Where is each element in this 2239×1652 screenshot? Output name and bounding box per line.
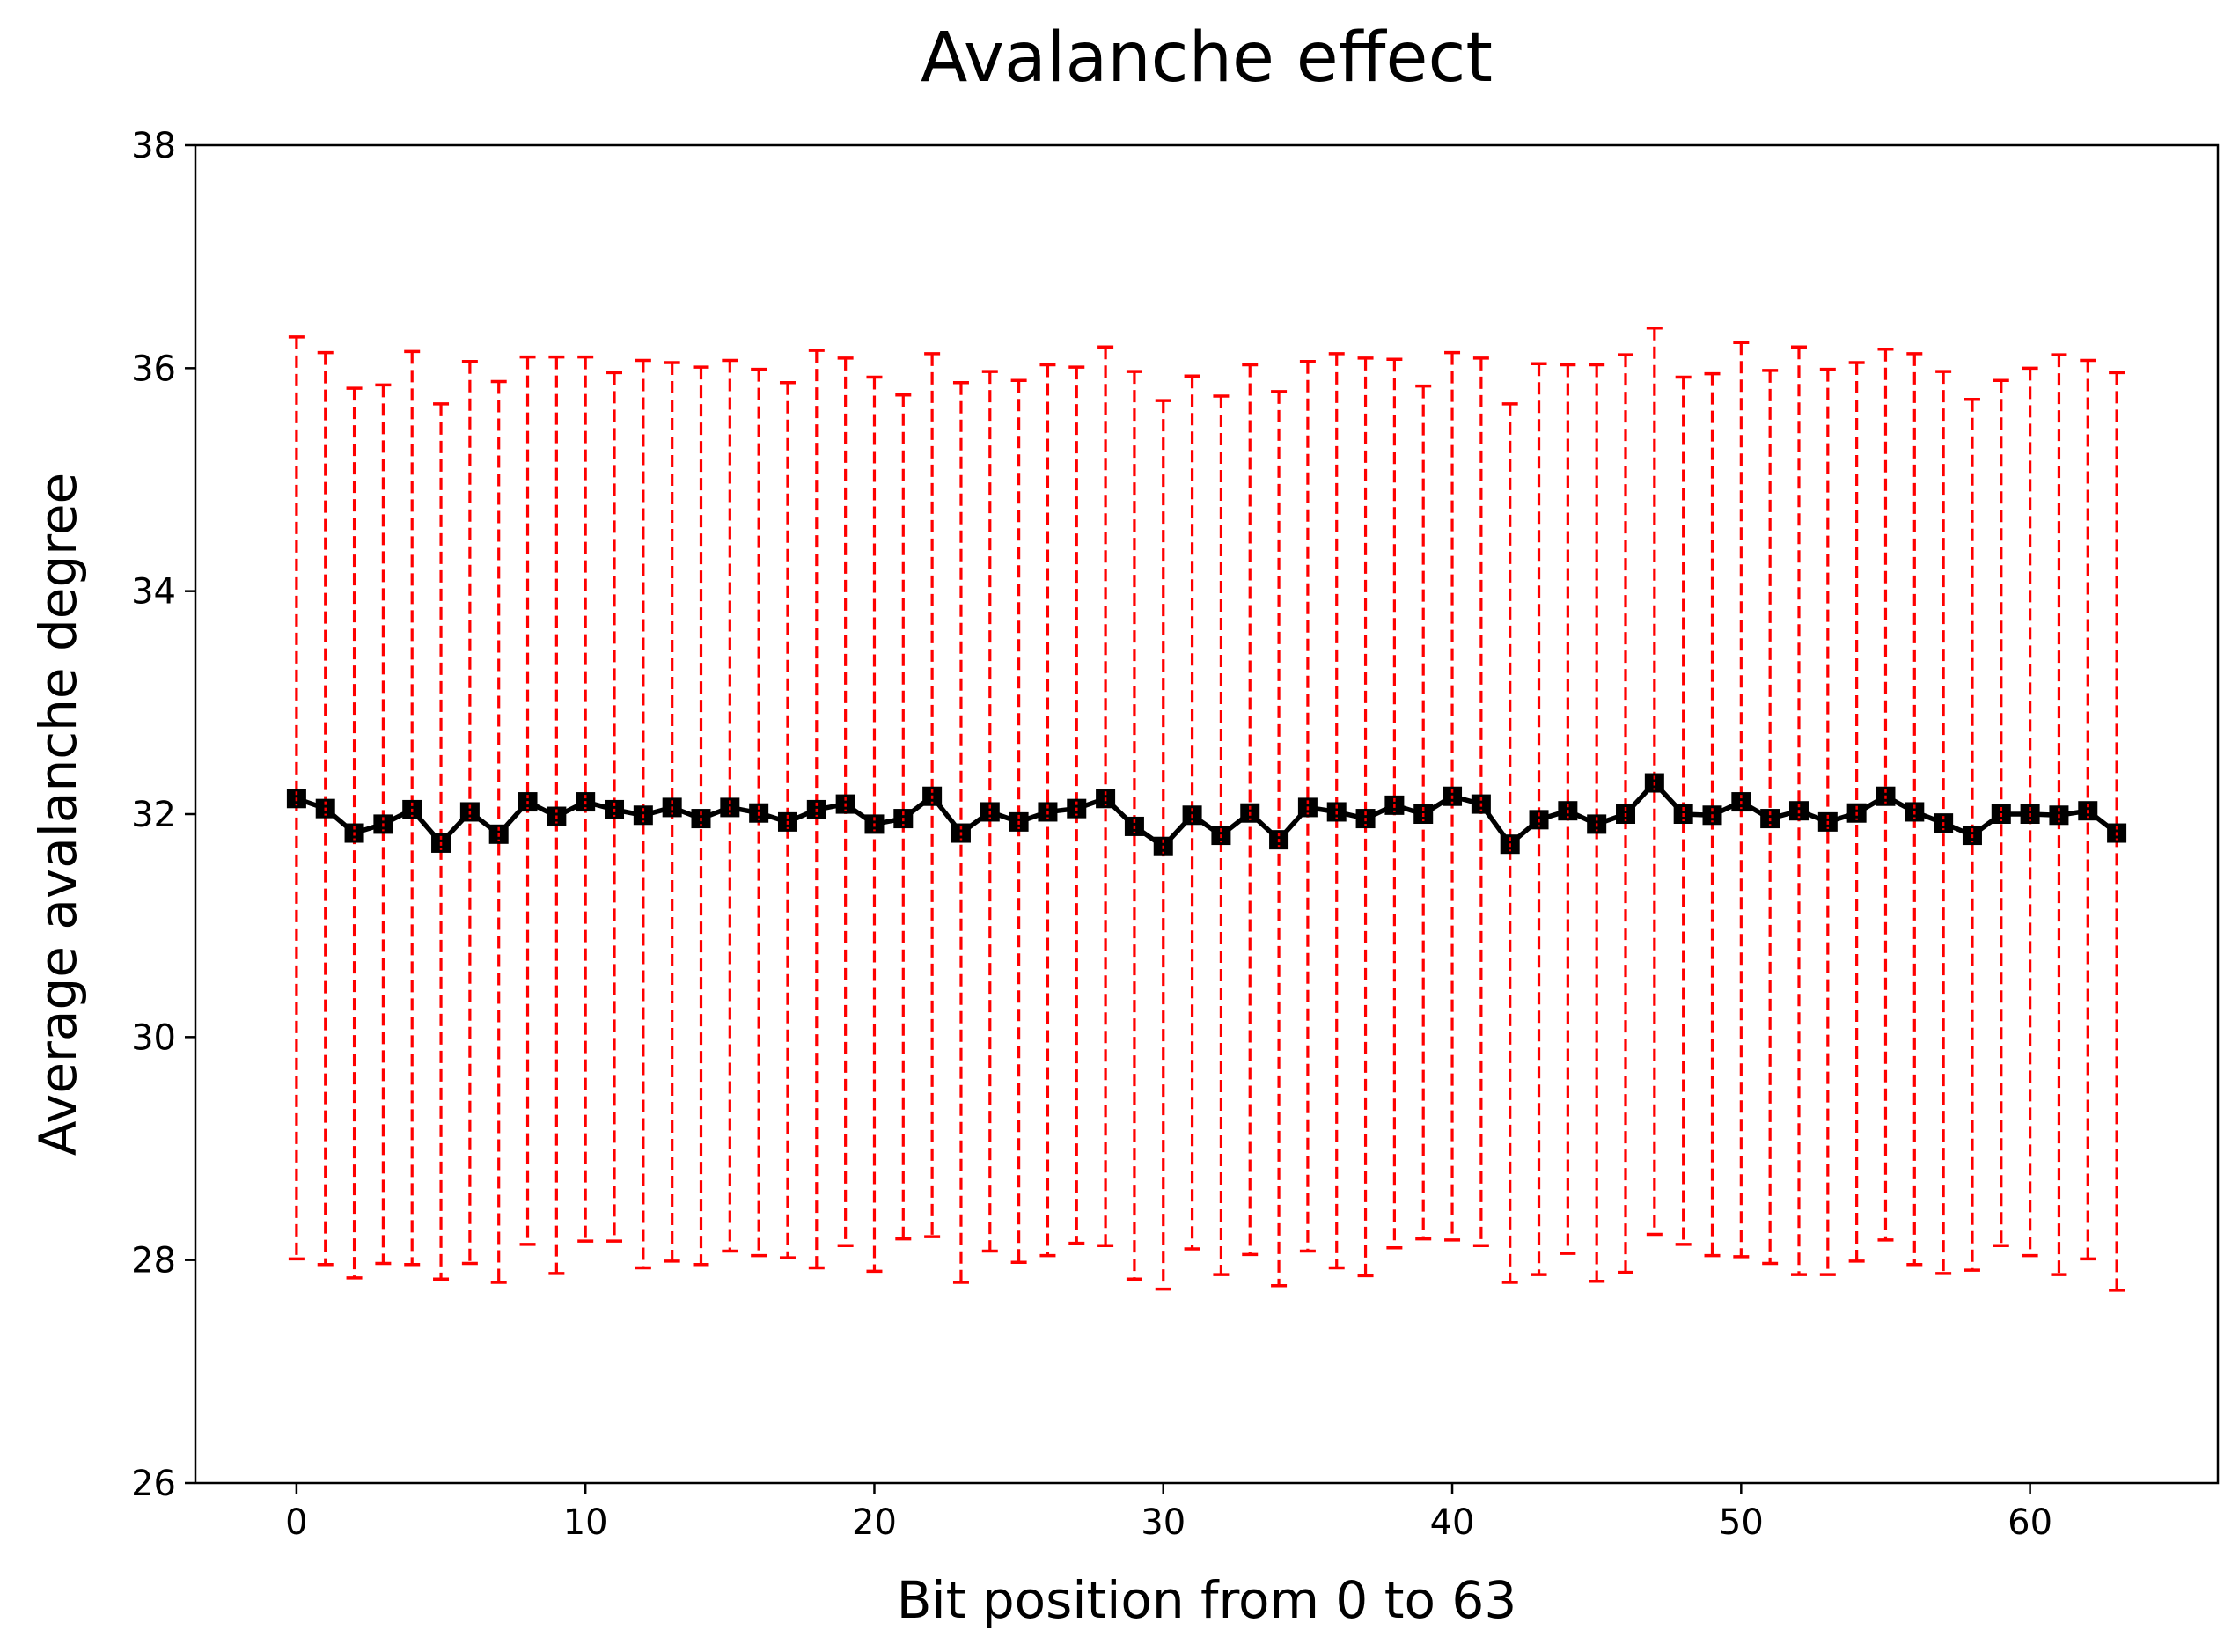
error-bar bbox=[1357, 356, 1374, 1278]
y-tick-label: 30 bbox=[131, 1017, 176, 1058]
y-axis: 26 28 30 32 34 36 38 bbox=[131, 126, 195, 1504]
error-bar bbox=[1733, 341, 1750, 1259]
y-tick-label: 32 bbox=[131, 795, 176, 835]
y-tick-label: 38 bbox=[131, 126, 176, 166]
x-tick-label: 30 bbox=[1141, 1502, 1186, 1543]
y-tick-label: 36 bbox=[131, 349, 176, 389]
error-bar bbox=[981, 370, 998, 1253]
error-bar bbox=[317, 350, 334, 1267]
x-axis: 0 10 20 30 40 50 60 bbox=[285, 1483, 2052, 1543]
x-tick-label: 60 bbox=[2008, 1502, 2052, 1543]
x-tick-label: 50 bbox=[1719, 1502, 1764, 1543]
error-bar bbox=[577, 355, 594, 1243]
y-tick-label: 28 bbox=[131, 1241, 176, 1281]
data-markers bbox=[286, 773, 2127, 856]
error-bar bbox=[433, 402, 450, 1281]
error-bar bbox=[1704, 371, 1721, 1258]
error-bar bbox=[2109, 371, 2125, 1292]
error-bar bbox=[751, 367, 767, 1258]
error-bar bbox=[1618, 353, 1634, 1274]
error-bar bbox=[1010, 378, 1027, 1264]
x-axis-label: Bit position from 0 to 63 bbox=[897, 1570, 1516, 1630]
plot-area bbox=[194, 143, 2220, 1485]
x-tick-label: 20 bbox=[852, 1502, 897, 1543]
error-bar bbox=[1328, 352, 1345, 1270]
error-bar bbox=[288, 335, 305, 1261]
y-tick-label: 34 bbox=[131, 572, 176, 613]
error-bar bbox=[895, 393, 912, 1241]
error-bar bbox=[404, 349, 421, 1267]
error-bar bbox=[1068, 365, 1085, 1245]
error-bar bbox=[375, 383, 392, 1266]
y-tick-label: 26 bbox=[131, 1464, 176, 1504]
chart-title: Avalanche effect bbox=[921, 18, 1493, 98]
error-bar bbox=[1213, 394, 1230, 1276]
mean-line bbox=[295, 780, 2118, 849]
error-bar bbox=[779, 381, 796, 1259]
error-bar bbox=[2051, 353, 2067, 1276]
error-bar bbox=[548, 355, 565, 1275]
error-bar bbox=[808, 349, 825, 1270]
x-tick-label: 10 bbox=[563, 1502, 608, 1543]
error-bar bbox=[1501, 402, 1518, 1284]
error-bar bbox=[1589, 363, 1605, 1283]
error-bar bbox=[924, 352, 941, 1238]
x-tick-label: 40 bbox=[1430, 1502, 1475, 1543]
y-axis-label: Average avalanche degree bbox=[28, 473, 88, 1156]
x-tick-label: 0 bbox=[285, 1502, 307, 1543]
